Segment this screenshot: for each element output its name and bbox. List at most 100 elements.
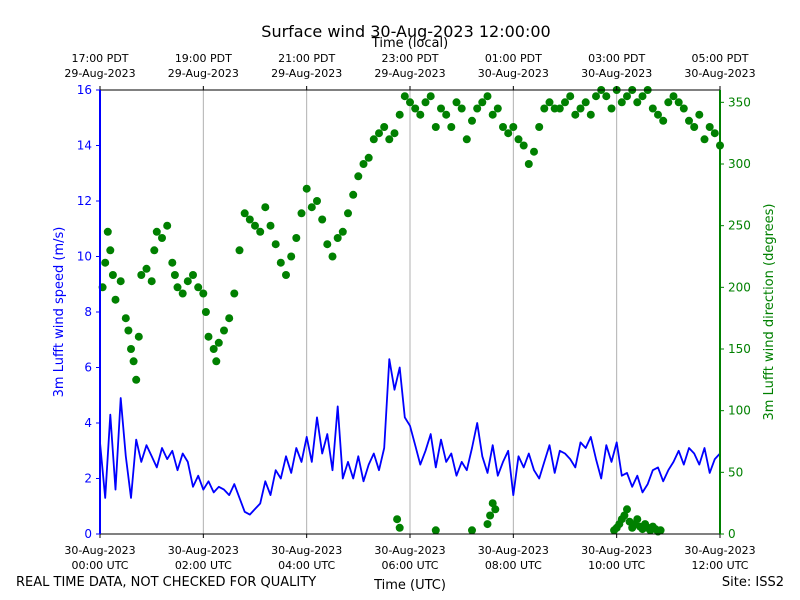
wind-direction-point [576, 104, 585, 113]
left-y-axis-label: 3m Lufft wind speed (m/s) [52, 227, 67, 398]
wind-direction-point [669, 92, 678, 101]
top-tick-date: 29-Aug-2023 [374, 67, 445, 80]
wind-direction-point [659, 116, 668, 125]
wind-direction-point [607, 104, 616, 113]
wind-direction-point [349, 190, 358, 199]
wind-direction-point [142, 264, 151, 273]
wind-direction-point [491, 505, 500, 514]
wind-direction-point [620, 511, 629, 520]
bottom-tick-date: 30-Aug-2023 [64, 544, 135, 557]
right-tick-label: 0 [728, 527, 736, 541]
bottom-tick-time: 08:00 UTC [485, 559, 542, 572]
wind-direction-point [385, 135, 394, 144]
wind-direction-point [134, 332, 143, 341]
wind-direction-point [586, 110, 595, 119]
right-tick-label: 350 [728, 95, 751, 109]
wind-direction-point [493, 104, 502, 113]
top-tick-date: 29-Aug-2023 [168, 67, 239, 80]
wind-direction-point [344, 209, 352, 218]
bottom-tick-date: 30-Aug-2023 [168, 544, 239, 557]
wind-direction-point [447, 123, 456, 131]
right-tick-label: 150 [728, 342, 751, 356]
left-tick-label: 14 [77, 139, 92, 153]
wind-direction-point [103, 227, 112, 236]
wind-direction-point [524, 160, 533, 168]
wind-direction-point [421, 98, 430, 107]
wind-direction-point [220, 326, 228, 335]
speed-series-layer [99, 358, 721, 516]
wind-direction-point [664, 98, 673, 107]
wind-direction-point [395, 523, 404, 532]
wind-direction-point [251, 221, 259, 230]
wind-direction-point [369, 135, 378, 144]
wind-direction-point [354, 172, 363, 181]
wind-direction-point [623, 92, 631, 101]
chart-title: Surface wind 30-Aug-2023 12:00:00 [261, 22, 550, 41]
right-tick-label: 200 [728, 280, 751, 294]
wind-direction-point [132, 375, 141, 384]
wind-direction-point [437, 104, 445, 113]
wind-direction-point [313, 197, 321, 205]
top-tick-time: 19:00 PDT [175, 52, 232, 65]
wind-direction-point [390, 129, 399, 138]
wind-direction-point [555, 104, 564, 113]
bottom-tick-date: 30-Aug-2023 [271, 544, 342, 557]
wind-direction-point [504, 129, 513, 138]
wind-direction-point [633, 98, 642, 107]
wind-direction-point [566, 92, 575, 101]
wind-direction-point [158, 234, 166, 242]
wind-direction-point [124, 326, 133, 335]
wind-direction-point [602, 92, 611, 101]
bottom-tick-date: 30-Aug-2023 [581, 544, 652, 557]
wind-direction-point [271, 240, 280, 249]
wind-direction-point [189, 271, 197, 279]
left-tick-label: 0 [84, 527, 92, 541]
wind-direction-point [499, 123, 507, 131]
wind-direction-point [240, 209, 249, 218]
wind-direction-point [328, 252, 337, 261]
wind-direction-point [509, 123, 518, 131]
top-tick-time: 21:00 PDT [278, 52, 335, 65]
left-tick-label: 12 [77, 194, 92, 208]
bottom-tick-time: 00:00 UTC [71, 559, 128, 572]
wind-direction-point [468, 116, 476, 125]
grid-lines [202, 90, 618, 534]
wind-direction-point [416, 110, 425, 119]
wind-direction-point [287, 252, 296, 261]
wind-direction-point [431, 526, 440, 535]
top-tick-time: 01:00 PDT [485, 52, 542, 65]
wind-direction-point [323, 240, 332, 249]
wind-direction-point [488, 499, 497, 508]
left-tick-label: 6 [84, 361, 92, 375]
wind-direction-point [431, 123, 440, 131]
bottom-tick-time: 02:00 UTC [175, 559, 232, 572]
wind-direction-point [581, 98, 590, 107]
wind-direction-point [705, 123, 714, 131]
wind-direction-point [245, 215, 254, 224]
wind-direction-point [468, 526, 476, 535]
wind-direction-point [473, 104, 482, 113]
wind-direction-point [656, 526, 665, 535]
bottom-tick-date: 30-Aug-2023 [684, 544, 755, 557]
bottom-tick-time: 10:00 UTC [588, 559, 645, 572]
wind-direction-point [488, 110, 497, 119]
wind-direction-point [393, 515, 402, 524]
wind-direction-point [411, 104, 420, 113]
x-axis-label: Time (UTC) [373, 578, 446, 593]
top-tick-date: 30-Aug-2023 [478, 67, 549, 80]
top-tick-time: 03:00 PDT [588, 52, 645, 65]
wind-direction-point [194, 283, 203, 292]
wind-direction-point [571, 110, 580, 119]
wind-direction-point [685, 116, 693, 125]
right-y-axis-label: 3m Lufft wind direction (degrees) [762, 204, 777, 421]
wind-direction-point [561, 98, 569, 107]
wind-direction-point [710, 129, 719, 138]
wind-direction-point [679, 104, 688, 113]
wind-direction-point [462, 135, 471, 144]
wind-direction-point [530, 147, 538, 156]
wind-direction-point [111, 295, 120, 304]
wind-direction-point [230, 289, 239, 298]
right-tick-label: 300 [728, 157, 751, 171]
wind-direction-point [150, 246, 159, 255]
wind-direction-point [292, 234, 301, 242]
